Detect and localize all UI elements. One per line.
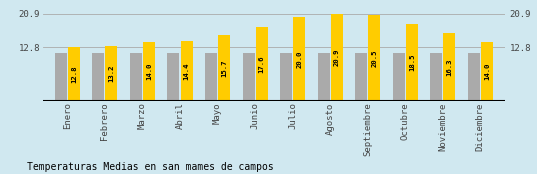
- Bar: [256, 27, 267, 101]
- Bar: [406, 24, 418, 101]
- Text: 16.3: 16.3: [446, 58, 452, 76]
- Text: 14.0: 14.0: [146, 63, 152, 80]
- Text: 12.8: 12.8: [71, 65, 77, 83]
- Bar: [368, 15, 380, 101]
- Text: 20.9: 20.9: [334, 49, 340, 66]
- Bar: [205, 53, 217, 101]
- Bar: [92, 53, 104, 101]
- Bar: [130, 53, 142, 101]
- Text: 15.7: 15.7: [221, 59, 227, 77]
- Bar: [55, 53, 67, 101]
- Text: 14.4: 14.4: [184, 62, 190, 80]
- Text: Temperaturas Medias en san mames de campos: Temperaturas Medias en san mames de camp…: [27, 162, 273, 172]
- Bar: [468, 53, 480, 101]
- Bar: [355, 53, 367, 101]
- Bar: [317, 53, 330, 101]
- Bar: [331, 14, 343, 101]
- Bar: [168, 53, 179, 101]
- Bar: [430, 53, 442, 101]
- Bar: [393, 53, 405, 101]
- Bar: [68, 48, 80, 101]
- Bar: [105, 46, 118, 101]
- Bar: [243, 53, 255, 101]
- Bar: [293, 17, 305, 101]
- Bar: [481, 42, 493, 101]
- Bar: [218, 35, 230, 101]
- Text: 18.5: 18.5: [409, 54, 415, 71]
- Text: 20.5: 20.5: [371, 49, 378, 67]
- Text: 17.6: 17.6: [259, 56, 265, 73]
- Text: 20.0: 20.0: [296, 50, 302, 68]
- Text: 14.0: 14.0: [484, 63, 490, 80]
- Bar: [444, 33, 455, 101]
- Bar: [180, 41, 193, 101]
- Bar: [280, 53, 292, 101]
- Text: 13.2: 13.2: [108, 65, 114, 82]
- Bar: [143, 42, 155, 101]
